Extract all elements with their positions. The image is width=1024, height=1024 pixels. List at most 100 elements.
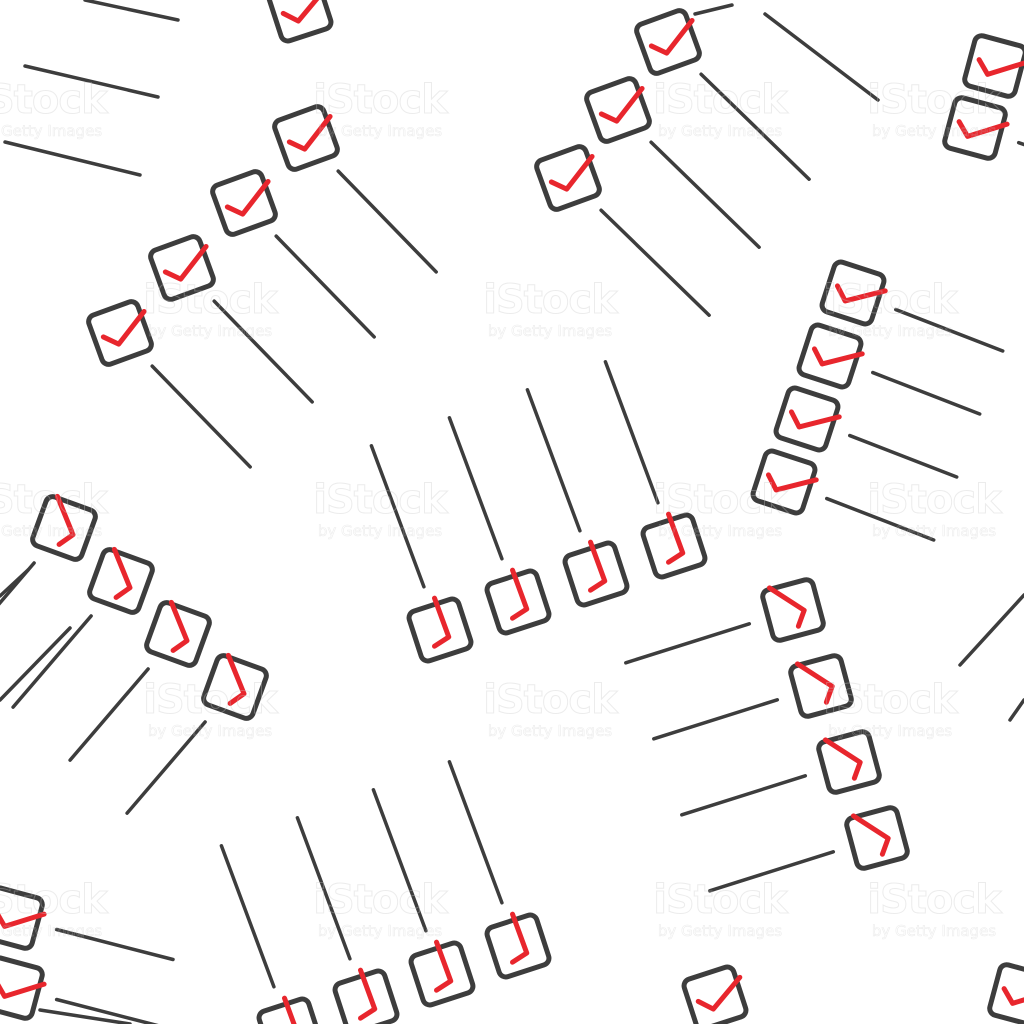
checklist-line [680, 774, 808, 817]
checkbox-icon [484, 567, 552, 636]
checkbox-icon [634, 8, 702, 76]
checklist-line [699, 72, 811, 181]
checkbox-icon [144, 599, 212, 668]
checklist-line [371, 788, 428, 933]
checklist-line [624, 622, 752, 665]
checkmark-icon [956, 119, 1010, 139]
checklist-line [871, 370, 982, 416]
checklist-line [1016, 140, 1024, 147]
checkbox-frame [987, 962, 1024, 1024]
checkbox-frame [87, 547, 155, 615]
checkmark-icon [976, 57, 1024, 77]
checkbox-icon [987, 962, 1024, 1024]
checkbox-icon [819, 259, 888, 327]
checklist-line [447, 416, 504, 561]
checklist-line [295, 816, 352, 961]
checkbox-frame [266, 0, 334, 44]
checkbox-frame [272, 104, 340, 172]
checkmark-icon [850, 813, 891, 857]
checkbox-icon [266, 0, 334, 44]
checkbox-icon [256, 995, 324, 1024]
checklist-line [649, 140, 761, 249]
checkmark-icon [648, 17, 695, 56]
checklist-line [274, 234, 376, 339]
checkbox-icon [816, 729, 882, 795]
checkbox-frame [534, 144, 602, 212]
checkmark-icon [433, 939, 454, 993]
checkbox-frame [148, 234, 216, 302]
checkbox-frame [201, 653, 269, 721]
checklist-line [825, 496, 936, 542]
checkbox-frame [562, 540, 630, 608]
checklist-line [23, 64, 160, 99]
checkbox-icon [844, 805, 910, 871]
checklist-line [38, 1008, 132, 1024]
checkbox-icon [201, 652, 269, 721]
checkbox-frame [210, 169, 278, 237]
checkbox-frame [86, 299, 154, 367]
checkbox-icon [640, 511, 708, 580]
checkbox-icon [760, 577, 826, 643]
checklist-line [0, 561, 36, 606]
checkbox-frame [816, 729, 882, 795]
checklist-line [525, 388, 582, 533]
checkbox-frame [796, 322, 864, 390]
checkbox-icon [962, 33, 1024, 99]
checkmark-icon [162, 243, 209, 282]
checkbox-icon [484, 911, 552, 980]
checkmark-icon [765, 472, 819, 493]
checklist-line [894, 307, 1005, 353]
checkbox-icon [408, 939, 476, 1008]
checkbox-frame [484, 568, 552, 636]
checklist-line [447, 760, 504, 905]
checkbox-icon [210, 169, 278, 237]
checkbox-frame [406, 596, 474, 664]
checkmark-icon [598, 85, 645, 124]
checkmark-icon [111, 546, 133, 600]
checkbox-frame [332, 968, 400, 1024]
checkmark-icon [0, 909, 47, 929]
checkbox-frame [819, 259, 887, 327]
checkbox-icon [773, 385, 842, 453]
checklist-line [599, 208, 711, 317]
checkmark-icon [695, 974, 743, 1012]
checklist-line [83, 0, 180, 22]
checkmark-icon [1001, 986, 1024, 1006]
checkbox-icon [86, 299, 154, 367]
checkbox-frame [256, 996, 324, 1024]
checkbox-icon [87, 546, 155, 615]
checkmark-icon [281, 995, 302, 1024]
checkmark-icon [788, 409, 842, 430]
checkbox-frame [750, 448, 818, 516]
checkmark-icon [286, 113, 333, 152]
checkbox-frame [681, 964, 749, 1024]
checkbox-frame [0, 955, 45, 1021]
checklist-line [708, 850, 836, 893]
checkbox-frame [144, 600, 212, 668]
checkbox-frame [0, 885, 45, 951]
checkbox-icon [148, 234, 216, 302]
checkmark-icon [509, 911, 530, 965]
checkbox-icon [796, 322, 865, 390]
checklist-line [11, 614, 93, 709]
checkmark-icon [509, 567, 530, 621]
checkmark-icon [811, 346, 865, 367]
checklist-line [68, 667, 150, 762]
checkbox-icon [750, 448, 819, 516]
checkbox-icon [681, 964, 749, 1024]
checkmark-icon [280, 0, 328, 24]
checkbox-frame [773, 385, 841, 453]
checkbox-frame [760, 577, 826, 643]
checkmark-icon [0, 979, 47, 999]
checklist-line [125, 720, 207, 815]
checkmark-icon [794, 661, 835, 705]
checklist-line [0, 568, 30, 598]
checkbox-icon [788, 653, 854, 719]
checkbox-icon [562, 539, 630, 608]
checklist-line [54, 997, 159, 1024]
checkmark-icon [822, 737, 863, 781]
checkbox-frame [640, 512, 708, 580]
checkbox-icon [272, 104, 340, 172]
checkbox-frame [788, 653, 854, 719]
checkmark-icon [357, 967, 378, 1021]
